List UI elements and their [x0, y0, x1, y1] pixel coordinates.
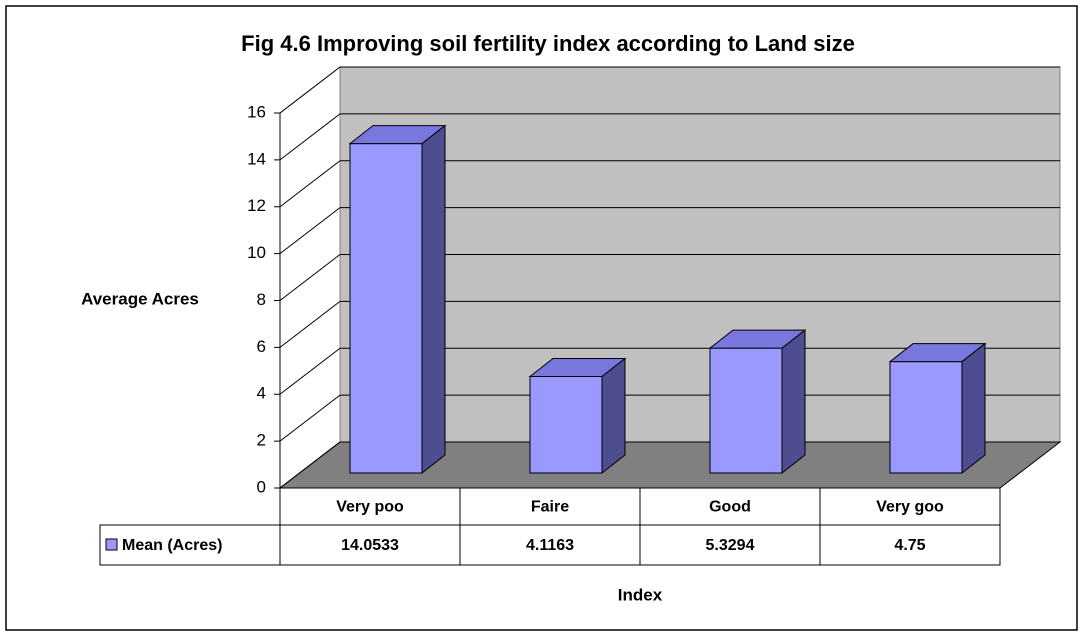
- grid-line: [279, 113, 341, 161]
- data-label: 4.75: [894, 537, 925, 554]
- bar: [528, 357, 627, 475]
- bar-front: [889, 361, 963, 474]
- bar-front: [709, 347, 783, 474]
- x-tick-label: Faire: [531, 499, 569, 516]
- legend-label: Mean (Acres): [122, 537, 222, 554]
- y-tick-label: 2: [257, 431, 266, 450]
- bar-side: [781, 329, 806, 475]
- grid-line: [279, 394, 341, 442]
- y-tick-label: 4: [257, 384, 266, 403]
- y-tick-label: 10: [247, 243, 266, 262]
- bar: [708, 329, 807, 475]
- x-tick-label: Very goo: [876, 499, 944, 516]
- legend-swatch: [105, 538, 118, 551]
- y-tick-label: 6: [257, 337, 266, 356]
- bar: [888, 342, 987, 475]
- data-label: 4.1163: [526, 537, 574, 554]
- grid-line: [279, 347, 341, 395]
- grid-line: [279, 441, 341, 489]
- table-cell: [99, 524, 1001, 566]
- grid-line: [279, 207, 341, 255]
- grid-line: [279, 300, 341, 348]
- chart-title: Fig 4.6 Improving soil fertility index a…: [241, 31, 855, 56]
- y-tick-label: 14: [247, 149, 266, 168]
- y-tick-label: 16: [247, 102, 266, 121]
- bar-side: [601, 357, 626, 475]
- y-tick-label: 8: [257, 290, 266, 309]
- bar-front: [349, 143, 423, 474]
- grid-line: [279, 66, 341, 114]
- grid-line: [279, 254, 341, 301]
- x-axis-label: Index: [618, 585, 663, 604]
- y-axis-label: Average Acres: [81, 289, 199, 308]
- data-label: 14.0533: [341, 537, 399, 554]
- bar-side: [421, 124, 446, 475]
- bar-side: [961, 342, 986, 475]
- grid-line: [279, 160, 341, 208]
- y-tick-label: 0: [257, 477, 266, 496]
- x-tick-label: Good: [709, 499, 751, 516]
- bar: [348, 124, 447, 475]
- data-label: 5.3294: [706, 537, 755, 554]
- y-tick-label: 12: [247, 196, 266, 215]
- bar-front: [529, 376, 603, 474]
- x-tick-label: Very poo: [336, 499, 404, 516]
